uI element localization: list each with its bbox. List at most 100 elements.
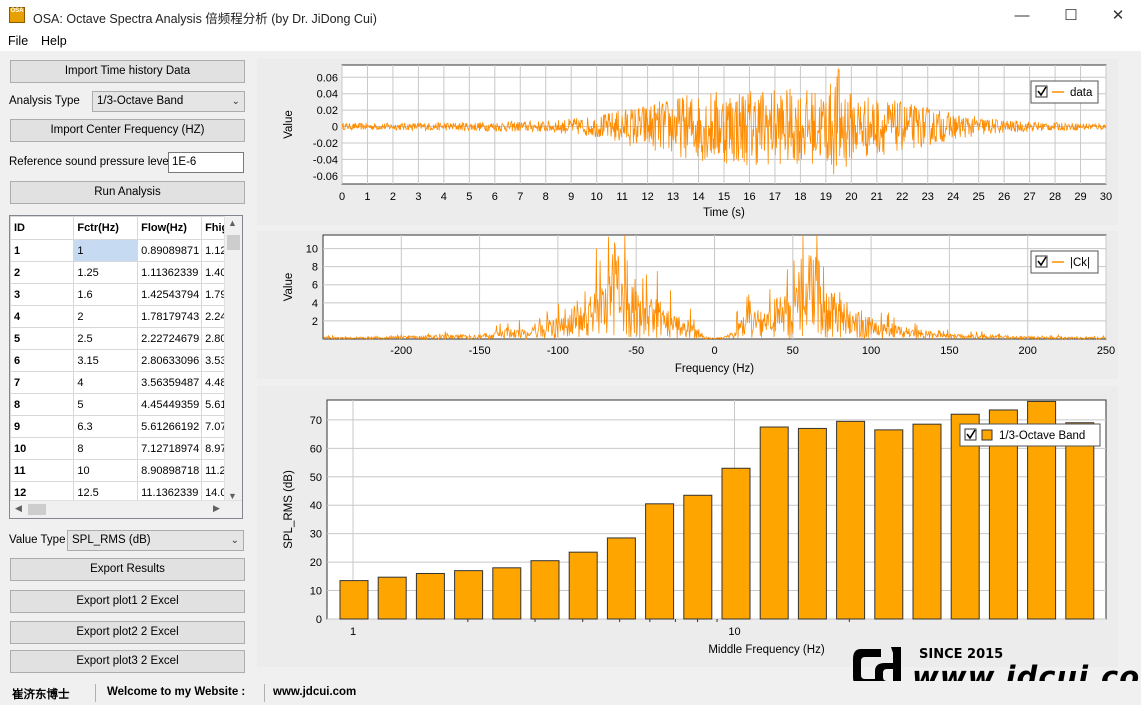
scroll-right-icon[interactable]: ▶ (213, 503, 220, 513)
check-icon (966, 429, 976, 440)
row-id-cell[interactable]: 3 (10, 283, 75, 306)
table-cell[interactable]: 3.15 (73, 349, 139, 372)
x-tick-label: -150 (469, 345, 491, 357)
y-axis-label: Value (283, 110, 295, 139)
y-axis-label: SPL_RMS (dB) (283, 470, 295, 549)
scroll-up-icon[interactable]: ▲ (228, 218, 237, 228)
table-row[interactable]: 8 5 4.45449359 5.61 (10, 393, 242, 416)
since-text: SINCE 2015 (919, 647, 1004, 662)
y-tick-label: 50 (310, 472, 322, 484)
table-cell[interactable]: 8.90898718 (137, 459, 203, 482)
menu-help[interactable]: Help (41, 34, 67, 48)
table-cell[interactable]: 7.12718974 (137, 437, 203, 460)
table-row[interactable]: 1 1 0.89089871 1.12 (10, 239, 242, 262)
table-cell[interactable]: 0.89089871 (137, 239, 203, 262)
run-analysis-button[interactable]: Run Analysis (10, 181, 245, 204)
x-tick-label: 0 (711, 345, 717, 357)
close-button[interactable]: ✕ (1111, 7, 1125, 24)
y-tick-label: 0 (332, 122, 338, 134)
table-row[interactable]: 10 8 7.12718974 8.97 (10, 437, 242, 460)
bar (1065, 422, 1095, 620)
export-plot3-button[interactable]: Export plot3 2 Excel (10, 650, 245, 673)
menu-file[interactable]: File (8, 34, 29, 48)
export-results-button[interactable]: Export Results (10, 558, 245, 581)
table-row[interactable]: 3 1.6 1.42543794 1.79 (10, 283, 242, 306)
import-center-frequency-button[interactable]: Import Center Frequency (HZ) (10, 119, 245, 142)
table-horizontal-scrollbar[interactable]: ◀ ▶ (10, 500, 242, 518)
x-tick-label: 50 (787, 345, 799, 357)
row-id-cell[interactable]: 8 (10, 393, 75, 416)
table-cell[interactable]: 1 (73, 239, 139, 262)
column-header[interactable]: ID (10, 216, 75, 240)
fourier-spectrum-chart[interactable]: -200 -150 -100 -50 0 50 100 150 200 250 2 4 6 8 10 Freq… (257, 231, 1118, 379)
table-cell[interactable]: 5 (73, 393, 139, 416)
table-row[interactable]: 7 4 3.56359487 4.48 (10, 371, 242, 394)
x-tick-label: 11 (616, 191, 627, 203)
table-cell[interactable]: 8 (73, 437, 139, 460)
row-id-cell[interactable]: 7 (10, 371, 75, 394)
table-cell[interactable]: 1.25 (73, 261, 139, 284)
table-cell[interactable]: 11.1362339 (137, 481, 203, 504)
table-cell[interactable]: 1.42543794 (137, 283, 203, 306)
bar (721, 467, 751, 620)
y-tick-label: 30 (310, 529, 322, 541)
table-row[interactable]: 9 6.3 5.61266192 7.07 (10, 415, 242, 438)
column-header[interactable]: Flow(Hz) (137, 216, 203, 240)
app-icon: OSA (9, 7, 25, 23)
time-history-chart[interactable]: 0 1 2 3 4 5 6 7 8 9 10 11 12 13 14 15 16 17 18 19 20 21 22 23 24… (257, 59, 1118, 225)
octave-band-chart[interactable]: 0 10 20 30 40 50 60 70 1 10 Middle Frequency (Hz) S… (257, 386, 1118, 667)
x-tick-label: 2 (390, 191, 396, 203)
x-tick-label: 200 (1019, 345, 1037, 357)
table-row[interactable]: 2 1.25 1.11362339 1.40 (10, 261, 242, 284)
table-cell[interactable]: 1.6 (73, 283, 139, 306)
horizontal-scrollbar-thumb[interactable] (28, 504, 46, 515)
status-author: 崔济东博士 (12, 689, 70, 701)
table-row[interactable]: 11 10 8.90898718 11.2 (10, 459, 242, 482)
reference-pressure-input[interactable]: 1E-6 (168, 152, 244, 173)
row-id-cell[interactable]: 5 (10, 327, 75, 350)
row-id-cell[interactable]: 9 (10, 415, 75, 438)
table-cell[interactable]: 1.11362339 (137, 261, 203, 284)
export-plot1-button[interactable]: Export plot1 2 Excel (10, 590, 245, 613)
table-cell[interactable]: 10 (73, 459, 139, 482)
app-icon-label: OSA (10, 8, 24, 14)
bar (836, 420, 866, 620)
table-cell[interactable]: 4 (73, 371, 139, 394)
scroll-left-icon[interactable]: ◀ (15, 503, 22, 513)
table-cell[interactable]: 3.56359487 (137, 371, 203, 394)
table-cell[interactable]: 6.3 (73, 415, 139, 438)
table-cell[interactable]: 2.22724679 (137, 327, 203, 350)
center-frequency-table[interactable]: ID Fctr(Hz) Flow(Hz) Fhigh 1 1 0.89089871 1.12… (9, 215, 243, 519)
minimize-button[interactable]: — (1014, 7, 1030, 24)
scroll-down-icon[interactable]: ▼ (228, 491, 237, 501)
table-cell[interactable]: 1.78179743 (137, 305, 203, 328)
table-vertical-scrollbar[interactable]: ▲ ▼ (224, 216, 242, 503)
table-row[interactable]: 5 2.5 2.22724679 2.80 (10, 327, 242, 350)
table-cell[interactable]: 4.45449359 (137, 393, 203, 416)
column-header[interactable]: Fctr(Hz) (73, 216, 139, 240)
scrollbar-thumb[interactable] (227, 235, 240, 250)
value-type-select[interactable]: SPL_RMS (dB) ⌄ (67, 530, 244, 551)
export-plot2-button[interactable]: Export plot2 2 Excel (10, 621, 245, 644)
x-tick-label: 19 (820, 191, 832, 203)
row-id-cell[interactable]: 10 (10, 437, 75, 460)
table-row[interactable]: 4 2 1.78179743 2.24 (10, 305, 242, 328)
x-tick-label: 8 (543, 191, 549, 203)
table-row[interactable]: 6 3.15 2.80633096 3.53 (10, 349, 242, 372)
row-id-cell[interactable]: 2 (10, 261, 75, 284)
table-cell[interactable]: 2 (73, 305, 139, 328)
row-id-cell[interactable]: 1 (10, 239, 75, 262)
import-time-history-button[interactable]: Import Time history Data (10, 60, 245, 83)
row-id-cell[interactable]: 4 (10, 305, 75, 328)
row-id-cell[interactable]: 6 (10, 349, 75, 372)
x-tick-label: 18 (794, 191, 806, 203)
status-website-link[interactable]: www.jdcui.com (273, 686, 357, 698)
row-id-cell[interactable]: 11 (10, 459, 75, 482)
table-row[interactable]: 12 12.5 11.1362339 14.0 (10, 481, 242, 504)
maximize-button[interactable]: ☐ (1064, 7, 1078, 24)
table-cell[interactable]: 2.5 (73, 327, 139, 350)
analysis-type-select[interactable]: 1/3-Octave Band ⌄ (92, 91, 245, 112)
table-cell[interactable]: 12.5 (73, 481, 139, 504)
table-cell[interactable]: 2.80633096 (137, 349, 203, 372)
table-cell[interactable]: 5.61266192 (137, 415, 203, 438)
